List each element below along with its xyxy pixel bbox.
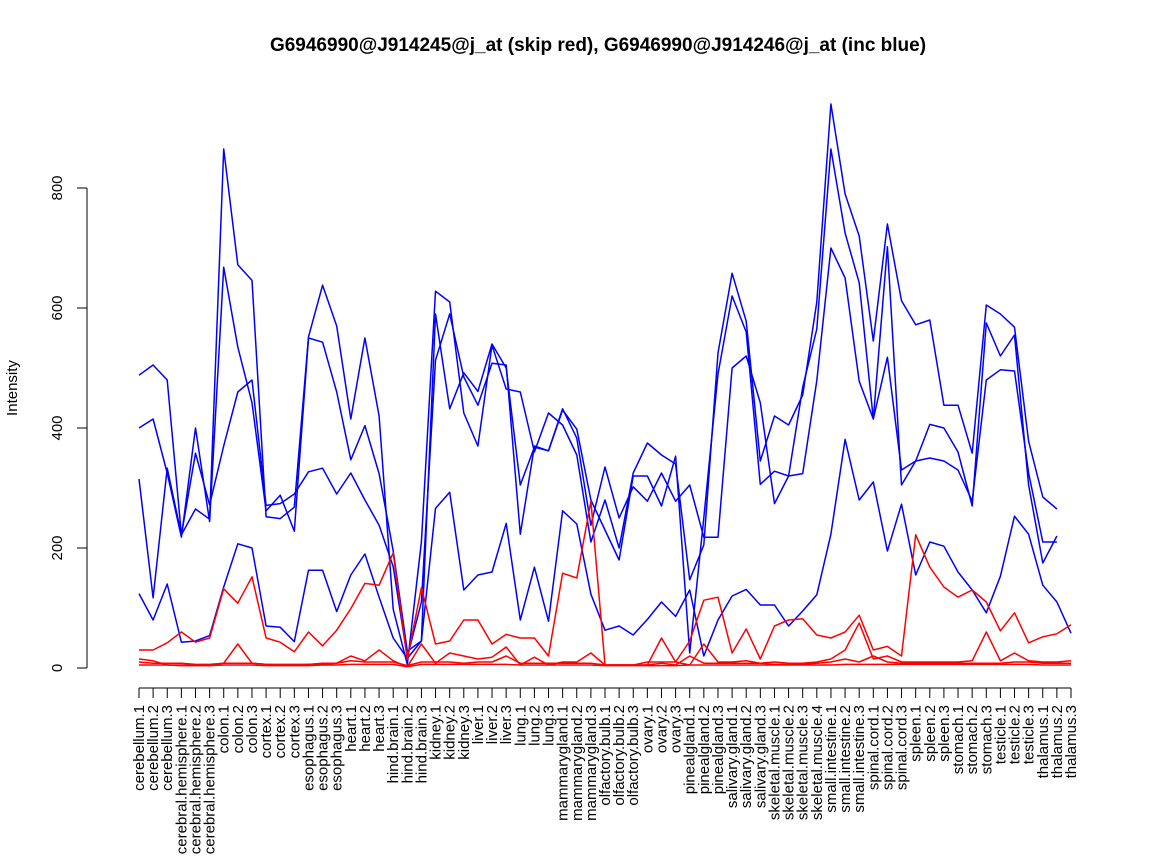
x-tick-label: olfactory.bulb.3 (625, 705, 642, 806)
y-axis-label: Intensity (4, 360, 21, 416)
x-tick-label: pinealgland.1 (682, 705, 699, 794)
series-line-4 (138, 438, 1072, 660)
x-tick-label: ovary.1 (639, 705, 656, 753)
x-tick-label: lung.2 (526, 705, 543, 746)
x-tick-label: salivary.gland.2 (738, 705, 755, 808)
y-tick-label: 200 (49, 535, 66, 560)
x-tick-label: ovary.2 (653, 705, 670, 753)
x-tick-label: small.intestine.2 (837, 705, 854, 813)
x-axis: cerebellum.1cerebellum.2cerebellum.3cere… (131, 687, 1080, 854)
x-tick-label: cerebral.hemisphere.1 (173, 705, 190, 854)
y-tick-label: 0 (49, 664, 66, 672)
x-tick-label: thalamus.1 (1035, 705, 1052, 778)
x-tick-label: heart.1 (343, 705, 360, 752)
x-tick-label: colon.3 (244, 705, 261, 753)
y-tick-label: 400 (49, 415, 66, 440)
chart-title: G6946990@J914245@j_at (skip red), G69469… (270, 35, 926, 56)
x-tick-label: ovary.3 (668, 705, 685, 753)
x-tick-label: cortex.1 (258, 705, 275, 758)
series-line-2 (138, 148, 1058, 654)
x-tick-label: liver.3 (498, 705, 515, 744)
x-tick-label: skeletal.muscle.3 (795, 705, 812, 820)
x-tick-label: mammarygland.2 (569, 705, 586, 821)
x-tick-label: mammarygland.1 (555, 705, 572, 821)
series-line-1 (138, 103, 1058, 666)
x-tick-label: kidney.3 (456, 705, 473, 760)
x-tick-label: liver.2 (484, 705, 501, 744)
x-tick-label: colon.1 (216, 705, 233, 753)
x-tick-label: kidney.2 (442, 705, 459, 760)
x-tick-label: testicle.3 (1021, 705, 1038, 764)
x-tick-label: lung.3 (541, 705, 558, 746)
x-tick-label: thalamus.2 (1049, 705, 1066, 778)
x-tick-label: olfactory.bulb.1 (597, 705, 614, 806)
series-line-3 (138, 246, 1057, 658)
x-tick-label: stomach.3 (978, 705, 995, 774)
x-tick-label: small.intestine.1 (823, 705, 840, 813)
x-tick-label: cerebellum.3 (159, 705, 176, 791)
x-tick-label: hind.brain.3 (413, 705, 430, 783)
x-tick-label: spinal.cord.1 (865, 705, 882, 790)
x-tick-label: hind.brain.2 (399, 705, 416, 783)
x-tick-label: hind.brain.1 (385, 705, 402, 783)
x-tick-label: cerebellum.2 (145, 705, 162, 791)
x-tick-label: spleen.2 (922, 705, 939, 762)
x-tick-label: skeletal.muscle.1 (766, 705, 783, 820)
x-tick-label: spinal.cord.2 (879, 705, 896, 790)
x-tick-label: stomach.1 (950, 705, 967, 774)
series-layer (138, 103, 1072, 668)
x-tick-label: salivary.gland.3 (752, 705, 769, 808)
x-tick-label: spleen.3 (936, 705, 953, 762)
x-tick-label: cerebellum.1 (131, 705, 148, 791)
x-tick-label: heart.2 (357, 705, 374, 752)
x-tick-label: spleen.1 (908, 705, 925, 762)
x-tick-label: spinal.cord.3 (894, 705, 911, 790)
x-tick-label: cerebral.hemisphere.2 (187, 705, 204, 854)
x-tick-label: esophagus.1 (300, 705, 317, 791)
x-tick-label: heart.3 (371, 705, 388, 752)
x-tick-label: pinealgland.2 (696, 705, 713, 794)
series-line-5 (139, 500, 1072, 666)
x-tick-label: olfactory.bulb.2 (611, 705, 628, 806)
x-tick-label: pinealgland.3 (710, 705, 727, 794)
x-tick-label: thalamus.3 (1063, 705, 1080, 778)
x-tick-label: liver.1 (470, 705, 487, 744)
x-tick-label: salivary.gland.1 (724, 705, 741, 808)
x-tick-label: testicle.1 (992, 705, 1009, 764)
x-tick-label: cortex.3 (286, 705, 303, 758)
x-tick-label: lung.1 (512, 705, 529, 746)
x-tick-label: small.intestine.3 (851, 705, 868, 813)
x-tick-label: skeletal.muscle.4 (809, 705, 826, 820)
series-line-8 (139, 663, 1071, 668)
y-axis: 0 200 400 600 800 (49, 175, 88, 672)
x-tick-label: stomach.2 (964, 705, 981, 774)
y-tick-label: 600 (49, 295, 66, 320)
x-tick-label: mammarygland.3 (583, 705, 600, 821)
x-tick-label: skeletal.muscle.2 (781, 705, 798, 820)
x-tick-label: cortex.2 (272, 705, 289, 758)
y-tick-label: 800 (49, 175, 66, 200)
x-tick-label: cerebral.hemisphere.3 (202, 705, 219, 854)
x-tick-label: colon.2 (230, 705, 247, 753)
x-tick-label: kidney.1 (428, 705, 445, 760)
x-tick-label: esophagus.3 (329, 705, 346, 791)
x-tick-label: esophagus.2 (315, 705, 332, 791)
x-tick-label: testicle.2 (1007, 705, 1024, 764)
